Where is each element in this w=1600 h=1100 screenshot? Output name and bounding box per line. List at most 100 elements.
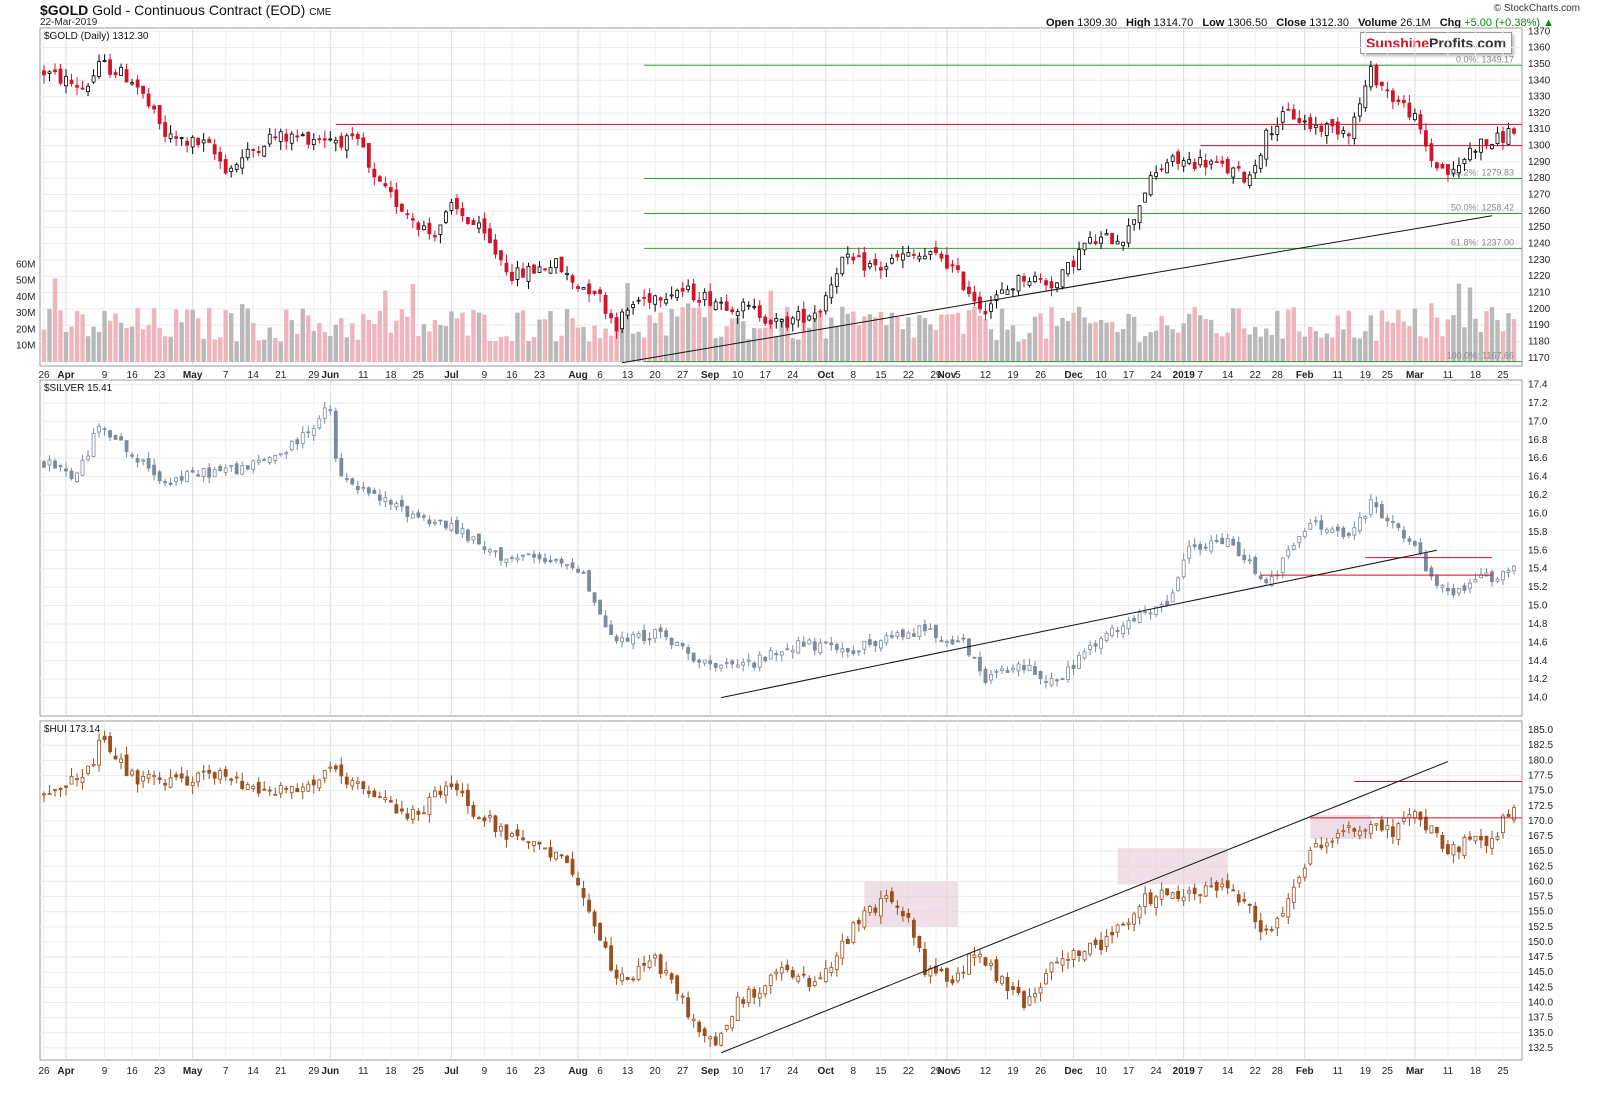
volume-bar <box>1137 342 1142 362</box>
hui-candle-body <box>851 922 856 943</box>
hui-candle-body <box>1429 825 1434 834</box>
silver-candle-body <box>1385 517 1390 522</box>
volume-bar <box>630 333 636 362</box>
silver-candle-body <box>1412 541 1417 546</box>
volume-bar <box>796 339 801 362</box>
gold-candle-body <box>922 255 927 260</box>
silver-candle-body <box>989 674 993 681</box>
volume-bar <box>223 310 228 362</box>
xtick-label: Mar <box>1406 370 1424 381</box>
gold-candle-body <box>284 133 289 142</box>
volume-bar <box>746 339 751 362</box>
volume-bar <box>289 320 294 362</box>
volume-ytick-label: 40M <box>16 292 35 303</box>
volume-bar <box>102 310 107 362</box>
volume-bar <box>1153 330 1159 362</box>
gold-candle-body <box>1005 289 1010 295</box>
hui-candle-body <box>774 971 779 975</box>
hui-candle-body <box>812 981 817 987</box>
hui-candle-body <box>1330 840 1335 843</box>
hui-candle-body <box>416 810 421 815</box>
xtick-label: 19 <box>1007 1066 1019 1077</box>
hui-candle-body <box>609 945 613 971</box>
hui-candle-body <box>1022 991 1026 1008</box>
xtick-label: 18 <box>1470 370 1482 381</box>
gold-ytick-label: 1260 <box>1528 206 1551 217</box>
gold-candle-body <box>355 133 360 139</box>
xtick-label: 11 <box>1333 1066 1344 1077</box>
silver-candle-body <box>1401 529 1406 539</box>
silver-candle-body <box>482 546 487 550</box>
gold-candle-body <box>300 134 305 137</box>
volume-bar <box>1495 319 1500 362</box>
hui-candle-body <box>1341 830 1346 833</box>
volume-bar <box>1324 333 1330 362</box>
volume-bar <box>1297 331 1302 362</box>
volume-bar <box>1220 336 1225 362</box>
hui-candle-body <box>967 953 971 975</box>
silver-candle-body <box>867 639 872 645</box>
silver-candle-body <box>625 637 630 642</box>
silver-candle-body <box>1187 545 1192 559</box>
xtick-label: 13 <box>622 1066 634 1077</box>
gold-candle-body <box>521 268 525 278</box>
gold-candle-body <box>961 271 966 291</box>
volume-bar <box>1016 341 1021 362</box>
gold-candle-body <box>735 311 740 316</box>
hui-candle-body <box>1170 892 1175 899</box>
volume-bar <box>1142 336 1148 362</box>
volume-bar <box>840 306 845 362</box>
gold-candle-body <box>1242 171 1247 183</box>
silver-candle-body <box>543 558 547 563</box>
xtick-label: 11 <box>1333 370 1344 381</box>
xtick-label: 9 <box>482 1066 488 1077</box>
hui-candle-body <box>1379 819 1384 831</box>
silver-candle-body <box>135 458 140 463</box>
gold-candle-body <box>190 136 195 148</box>
volume-bar <box>1231 308 1236 362</box>
silver-candle-body <box>1115 630 1120 632</box>
hui-candle-body <box>1495 836 1500 840</box>
hui-candle-body <box>229 778 234 781</box>
gold-candle-body <box>1429 143 1434 161</box>
gold-candle-body <box>686 285 691 290</box>
volume-bar <box>361 313 366 362</box>
hui-ytick-label: 177.5 <box>1528 770 1553 781</box>
silver-candle-body <box>405 505 410 518</box>
hui-candle-body <box>146 774 151 779</box>
silver-candle-body <box>1214 539 1219 542</box>
hui-candle-body <box>614 969 619 979</box>
volume-bar <box>1396 310 1401 362</box>
xtick-label: 16 <box>506 370 518 381</box>
silver-candle-body <box>229 464 234 467</box>
hui-candle-body <box>1192 887 1197 895</box>
xtick-label: 25 <box>1382 1066 1394 1077</box>
gold-candle-body <box>1269 133 1274 136</box>
gold-candle-body <box>449 202 454 211</box>
gold-candle-body <box>856 255 861 258</box>
silver-candle-body <box>383 497 388 503</box>
silver-candle-body <box>256 459 261 463</box>
gold-candle-body <box>1165 162 1170 174</box>
gold-candle-body <box>383 183 388 187</box>
silver-candle-body <box>388 500 393 505</box>
hui-candle-body <box>994 959 999 982</box>
silver-candle-body <box>1181 559 1186 578</box>
silver-candle-body <box>1418 542 1423 554</box>
volume-bar <box>399 309 405 362</box>
hui-candle-body <box>466 789 470 806</box>
xtick-label: 24 <box>1151 1066 1163 1077</box>
volume-bar <box>487 340 493 362</box>
gold-candle-body <box>267 133 272 145</box>
gold-candle-body <box>576 286 580 289</box>
xtick-label: Mar <box>1406 1066 1424 1077</box>
volume-bar <box>983 319 988 362</box>
hui-candle-body <box>548 847 553 858</box>
volume-bar <box>592 325 597 362</box>
gold-candle-body <box>763 316 768 324</box>
volume-bar <box>1286 309 1291 362</box>
gold-candle-body <box>1049 281 1054 289</box>
volume-bar <box>217 337 223 362</box>
xtick-label: 5 <box>955 370 961 381</box>
silver-ytick-label: 15.2 <box>1528 582 1548 593</box>
